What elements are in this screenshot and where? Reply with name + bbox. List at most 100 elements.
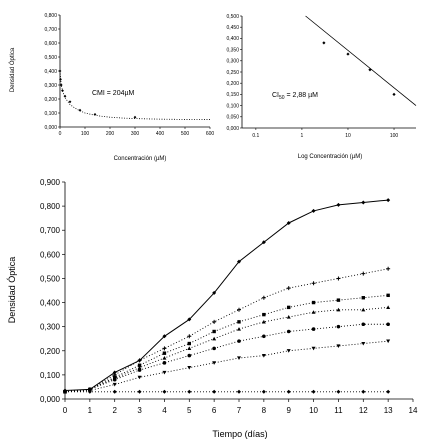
c3-series-3-point	[162, 351, 167, 355]
c1-data-point	[58, 69, 62, 73]
c3-series-5-point	[187, 353, 192, 358]
c3-series-line-1	[64, 199, 389, 392]
c2-y-tick-label: 0,300	[226, 59, 239, 65]
c3-series-7-point	[162, 389, 167, 394]
c2-data-point	[368, 68, 372, 72]
c1-data-point	[59, 83, 63, 87]
c3-x-tick-label: 11	[334, 406, 343, 415]
c3-series-2-point	[162, 346, 167, 351]
c3-series-line-5	[64, 323, 389, 393]
c1-x-tick-label: 600	[206, 131, 215, 137]
c1-fit-curve	[59, 70, 211, 120]
c3-series-2-point	[386, 266, 391, 271]
c3-series-1-point	[261, 240, 266, 245]
c2-y-tick-label: 0,400	[226, 36, 239, 42]
c2-data-point	[392, 92, 396, 96]
c3-y-tick-label: 0,200	[40, 347, 61, 356]
c3-series-5-point	[162, 361, 167, 365]
c1-y-tick-label: 0,600	[44, 41, 57, 47]
c3-series-7-point	[187, 389, 192, 394]
c3-series-3-point	[311, 300, 316, 305]
c3-series-3-point	[137, 363, 142, 367]
c3-series-6-point	[162, 370, 167, 375]
c3-series-4-point	[336, 307, 341, 312]
c3-series-5-point	[137, 368, 142, 372]
c3-y-tick-label: 0,800	[40, 202, 61, 211]
c3-series-5-point	[286, 329, 291, 334]
c3-series-3-point	[262, 312, 266, 317]
c3-x-tick-label: 13	[384, 406, 393, 415]
c3-series-7-point	[261, 389, 266, 394]
c3-series-1-point	[187, 317, 192, 322]
c1-x-label: Concentración (µM)	[114, 156, 167, 162]
c1-x-tick-label: 100	[81, 131, 90, 137]
c3-series-1-point	[336, 202, 341, 207]
c3-series-line-2	[64, 268, 389, 393]
c3-y-tick-label: 0,500	[40, 274, 61, 283]
c3-series-1-point	[361, 200, 366, 205]
c1-x-tick-label: 200	[106, 131, 115, 137]
c3-y-tick-label: 0,400	[40, 299, 61, 308]
c3-series-1-point	[112, 370, 117, 375]
c3-series-6-point	[212, 361, 217, 365]
c3-series-7-point	[286, 389, 291, 394]
c1-y-tick-label: 0,700	[44, 27, 57, 33]
c1-annotation: CMI = 204µM	[92, 90, 135, 97]
c3-series-3-point	[212, 329, 216, 334]
c3-series-5-point	[212, 346, 216, 351]
c3-series-2-point	[261, 295, 266, 300]
c3-x-tick-label: 1	[88, 406, 93, 415]
c3-series-7-point	[386, 389, 391, 394]
c3-series-7-point	[311, 389, 316, 394]
c3-series-6-point	[137, 375, 142, 380]
c3-series-1-point	[212, 290, 217, 295]
c3-y-tick-label: 0,100	[40, 371, 61, 380]
c3-series-6-point	[237, 356, 241, 361]
c2-y-tick-label: 0,500	[226, 14, 239, 20]
c1-y-tick-label: 0,400	[44, 69, 57, 75]
c3-y-tick-label: 0,700	[40, 226, 61, 235]
c2-y-tick-label: 0,450	[226, 25, 239, 31]
c1-data-point	[68, 100, 72, 104]
c2-data-point	[346, 52, 350, 56]
c1-y-tick-label: 0,000	[44, 125, 57, 131]
c3-x-tick-label: 14	[409, 406, 418, 415]
c3-series-3-point	[336, 298, 341, 302]
c1-x-tick-label: 0	[59, 131, 62, 137]
c2-y-tick-label: 0,000	[226, 126, 239, 132]
c3-series-7-point	[212, 389, 217, 394]
c3-x-tick-label: 2	[112, 406, 117, 415]
c3-series-6-point	[112, 382, 117, 387]
c3-series-2-point	[361, 271, 366, 276]
c3-series-7-point	[361, 389, 366, 394]
c2-annotation-value: = 2,88 µM	[285, 92, 319, 99]
c3-series-line-3	[64, 294, 389, 393]
c2-x-tick-label: 100	[390, 133, 399, 139]
c3-y-tick-label: 0,300	[40, 323, 61, 332]
c2-x-tick-label: 0.1	[252, 133, 259, 139]
c3-series-6-point	[261, 354, 266, 358]
c3-x-tick-label: 8	[262, 406, 267, 415]
c3-x-tick-label: 7	[237, 406, 242, 415]
c1-data-point	[59, 78, 62, 81]
c3-series-4-point	[237, 327, 241, 331]
c3-series-2-point	[311, 281, 316, 286]
c3-series-3-point	[287, 305, 291, 310]
c2-x-tick-label: 1	[301, 133, 304, 139]
c1-x-tick-label: 500	[181, 131, 190, 137]
c1-y-tick-label: 0,100	[44, 111, 57, 117]
c3-series-4-point	[386, 305, 391, 309]
c3-series-2-point	[137, 358, 142, 363]
c3-series-4-point	[187, 346, 192, 350]
c3-series-2-point	[187, 334, 192, 339]
c1-y-tick-label: 0,300	[44, 83, 57, 89]
c1-y-tick-label: 0,800	[44, 13, 57, 19]
c1-data-point	[78, 108, 82, 112]
c1-y-tick-label: 0,500	[44, 55, 57, 61]
c3-series-4-point	[311, 310, 316, 314]
c3-series-6-point	[361, 341, 366, 346]
c2-y-tick-label: 0,050	[226, 115, 239, 121]
c3-series-6-point	[386, 339, 391, 344]
c1-data-point	[133, 115, 137, 119]
